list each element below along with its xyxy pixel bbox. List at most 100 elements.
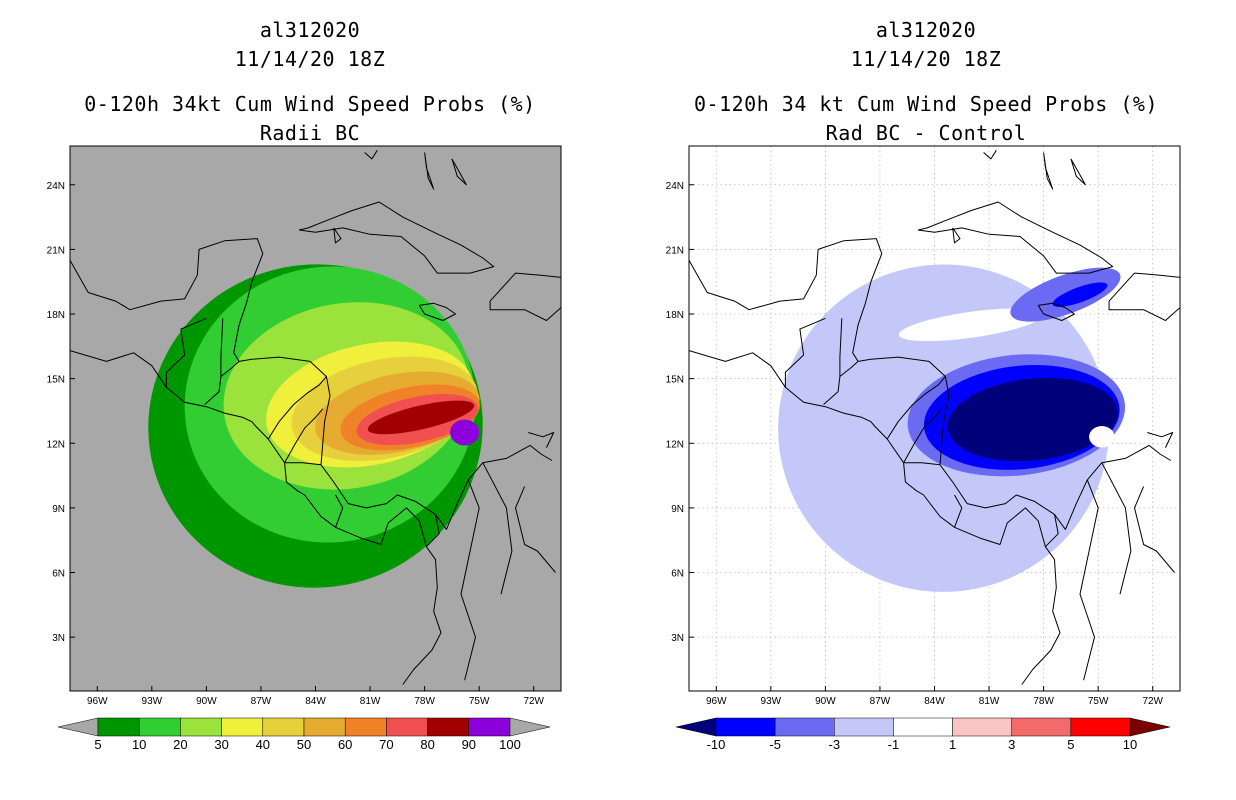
coastline [426, 514, 440, 548]
right-coastlines [689, 150, 1180, 685]
x-tick-label: 81W [360, 696, 381, 707]
coastline [1101, 462, 1132, 595]
coastline [1079, 479, 1099, 681]
colorbar-segment [774, 717, 835, 737]
contour-level-1 [1089, 426, 1115, 448]
x-tick-label: 90W [815, 696, 836, 707]
coastline [451, 158, 467, 186]
y-tick-label: 9N [671, 504, 684, 515]
colorbar-level-label: 70 [379, 737, 393, 752]
y-tick-label: 15N [666, 375, 684, 386]
contour-level-neg10 [947, 377, 1118, 462]
coastline [1147, 432, 1174, 448]
coastline [298, 201, 495, 274]
colorbar-segment [221, 717, 264, 737]
x-tick-label: 84W [305, 696, 326, 707]
coastline [1134, 486, 1175, 573]
y-tick-label: 21N [47, 245, 65, 256]
contour-level-80 [367, 400, 475, 435]
right-title-datetime: 11/14/20 18Z [850, 47, 1002, 71]
colorbar-over-triangle [1129, 717, 1171, 737]
coastline [983, 150, 997, 160]
colorbar-segment [952, 717, 1012, 737]
colorbar-level-label: -1 [888, 737, 900, 752]
y-tick-label: 12N [666, 439, 684, 450]
x-tick-label: 78W [414, 696, 435, 707]
x-tick-label: 75W [469, 696, 490, 707]
coastline [903, 408, 943, 463]
y-tick-label: 18N [666, 310, 684, 321]
right-title-subtitle: Rad BC - Control [825, 121, 1027, 145]
coastline [1045, 514, 1059, 548]
colorbar-segment [834, 717, 894, 737]
y-tick-label: 21N [666, 245, 684, 256]
y-tick-label: 24N [666, 181, 684, 192]
colorbar-segment [1070, 717, 1131, 737]
colorbar-level-label: 1 [949, 737, 956, 752]
coastline [333, 227, 342, 244]
left-contours [148, 264, 483, 588]
coastline [424, 152, 435, 190]
y-tick-label: 18N [47, 310, 65, 321]
right-title-storm-id: al312020 [875, 18, 977, 42]
coastline [418, 302, 456, 321]
colorbar-level-label: 40 [256, 737, 270, 752]
x-tick-label: 81W [979, 696, 1000, 707]
colorbar-segment [715, 717, 776, 737]
coastline [460, 479, 480, 681]
right-chart-title: al312020 11/14/20 18Z 0-120h 34 kt Cum W… [676, 16, 1176, 148]
colorbar-under-triangle [57, 717, 99, 737]
coastline [784, 317, 826, 388]
x-tick-label: 87W [870, 696, 891, 707]
y-tick-label: 9N [52, 504, 65, 515]
coastline [284, 462, 322, 466]
coastline [1070, 158, 1086, 186]
colorbar-level-label: 5 [94, 737, 101, 752]
colorbar-level-label: -5 [769, 737, 781, 752]
coastline [284, 408, 324, 463]
coastline [515, 486, 556, 573]
coastline [489, 272, 561, 321]
left-title-datetime: 11/14/20 18Z [234, 47, 386, 71]
coastline [917, 201, 1114, 274]
y-tick-label: 3N [671, 633, 684, 644]
left-title-storm-id: al312020 [259, 18, 361, 42]
colorbar-under-triangle [675, 717, 717, 737]
colorbar-segment [893, 717, 953, 737]
colorbar-level-label: 30 [214, 737, 228, 752]
coastline [689, 350, 1061, 685]
colorbar-segment [262, 717, 305, 737]
y-tick-label: 3N [52, 633, 65, 644]
colorbar-level-label: -10 [707, 737, 726, 752]
x-tick-label: 78W [1033, 696, 1054, 707]
coastline [1043, 152, 1054, 190]
contour-level-90 [450, 419, 480, 446]
x-tick-label: 96W [706, 696, 727, 707]
colorbar-segment [386, 717, 428, 737]
coastline [952, 227, 961, 244]
coastline [1108, 272, 1180, 321]
y-tick-label: 6N [671, 569, 684, 580]
right-title-description: 0-120h 34 kt Cum Wind Speed Probs (%) [693, 92, 1159, 116]
colorbar-level-label: 100 [499, 737, 521, 752]
x-tick-label: 72W [1142, 696, 1163, 707]
contour-level-1 [898, 308, 1043, 342]
colorbar-level-label: 10 [132, 737, 146, 752]
x-tick-label: 75W [1088, 696, 1109, 707]
colorbar-segment [1011, 717, 1072, 737]
coastline [528, 432, 555, 448]
colorbar-segment [427, 717, 470, 737]
colorbar-level-label: 60 [338, 737, 352, 752]
coastline [70, 350, 442, 685]
left-chart-title: al312020 11/14/20 18Z 0-120h 34kt Cum Wi… [60, 16, 560, 148]
colorbar-level-label: 10 [1123, 737, 1137, 752]
colorbar-segment [468, 717, 511, 737]
left-title-description: 0-120h 34kt Cum Wind Speed Probs (%) [84, 92, 536, 116]
coastline [220, 318, 224, 377]
colorbar-level-label: 90 [462, 737, 476, 752]
x-tick-label: 90W [196, 696, 217, 707]
colorbar-segment [180, 717, 222, 737]
coastline [903, 462, 941, 466]
colorbar-level-label: 50 [297, 737, 311, 752]
right-contours [778, 264, 1126, 592]
